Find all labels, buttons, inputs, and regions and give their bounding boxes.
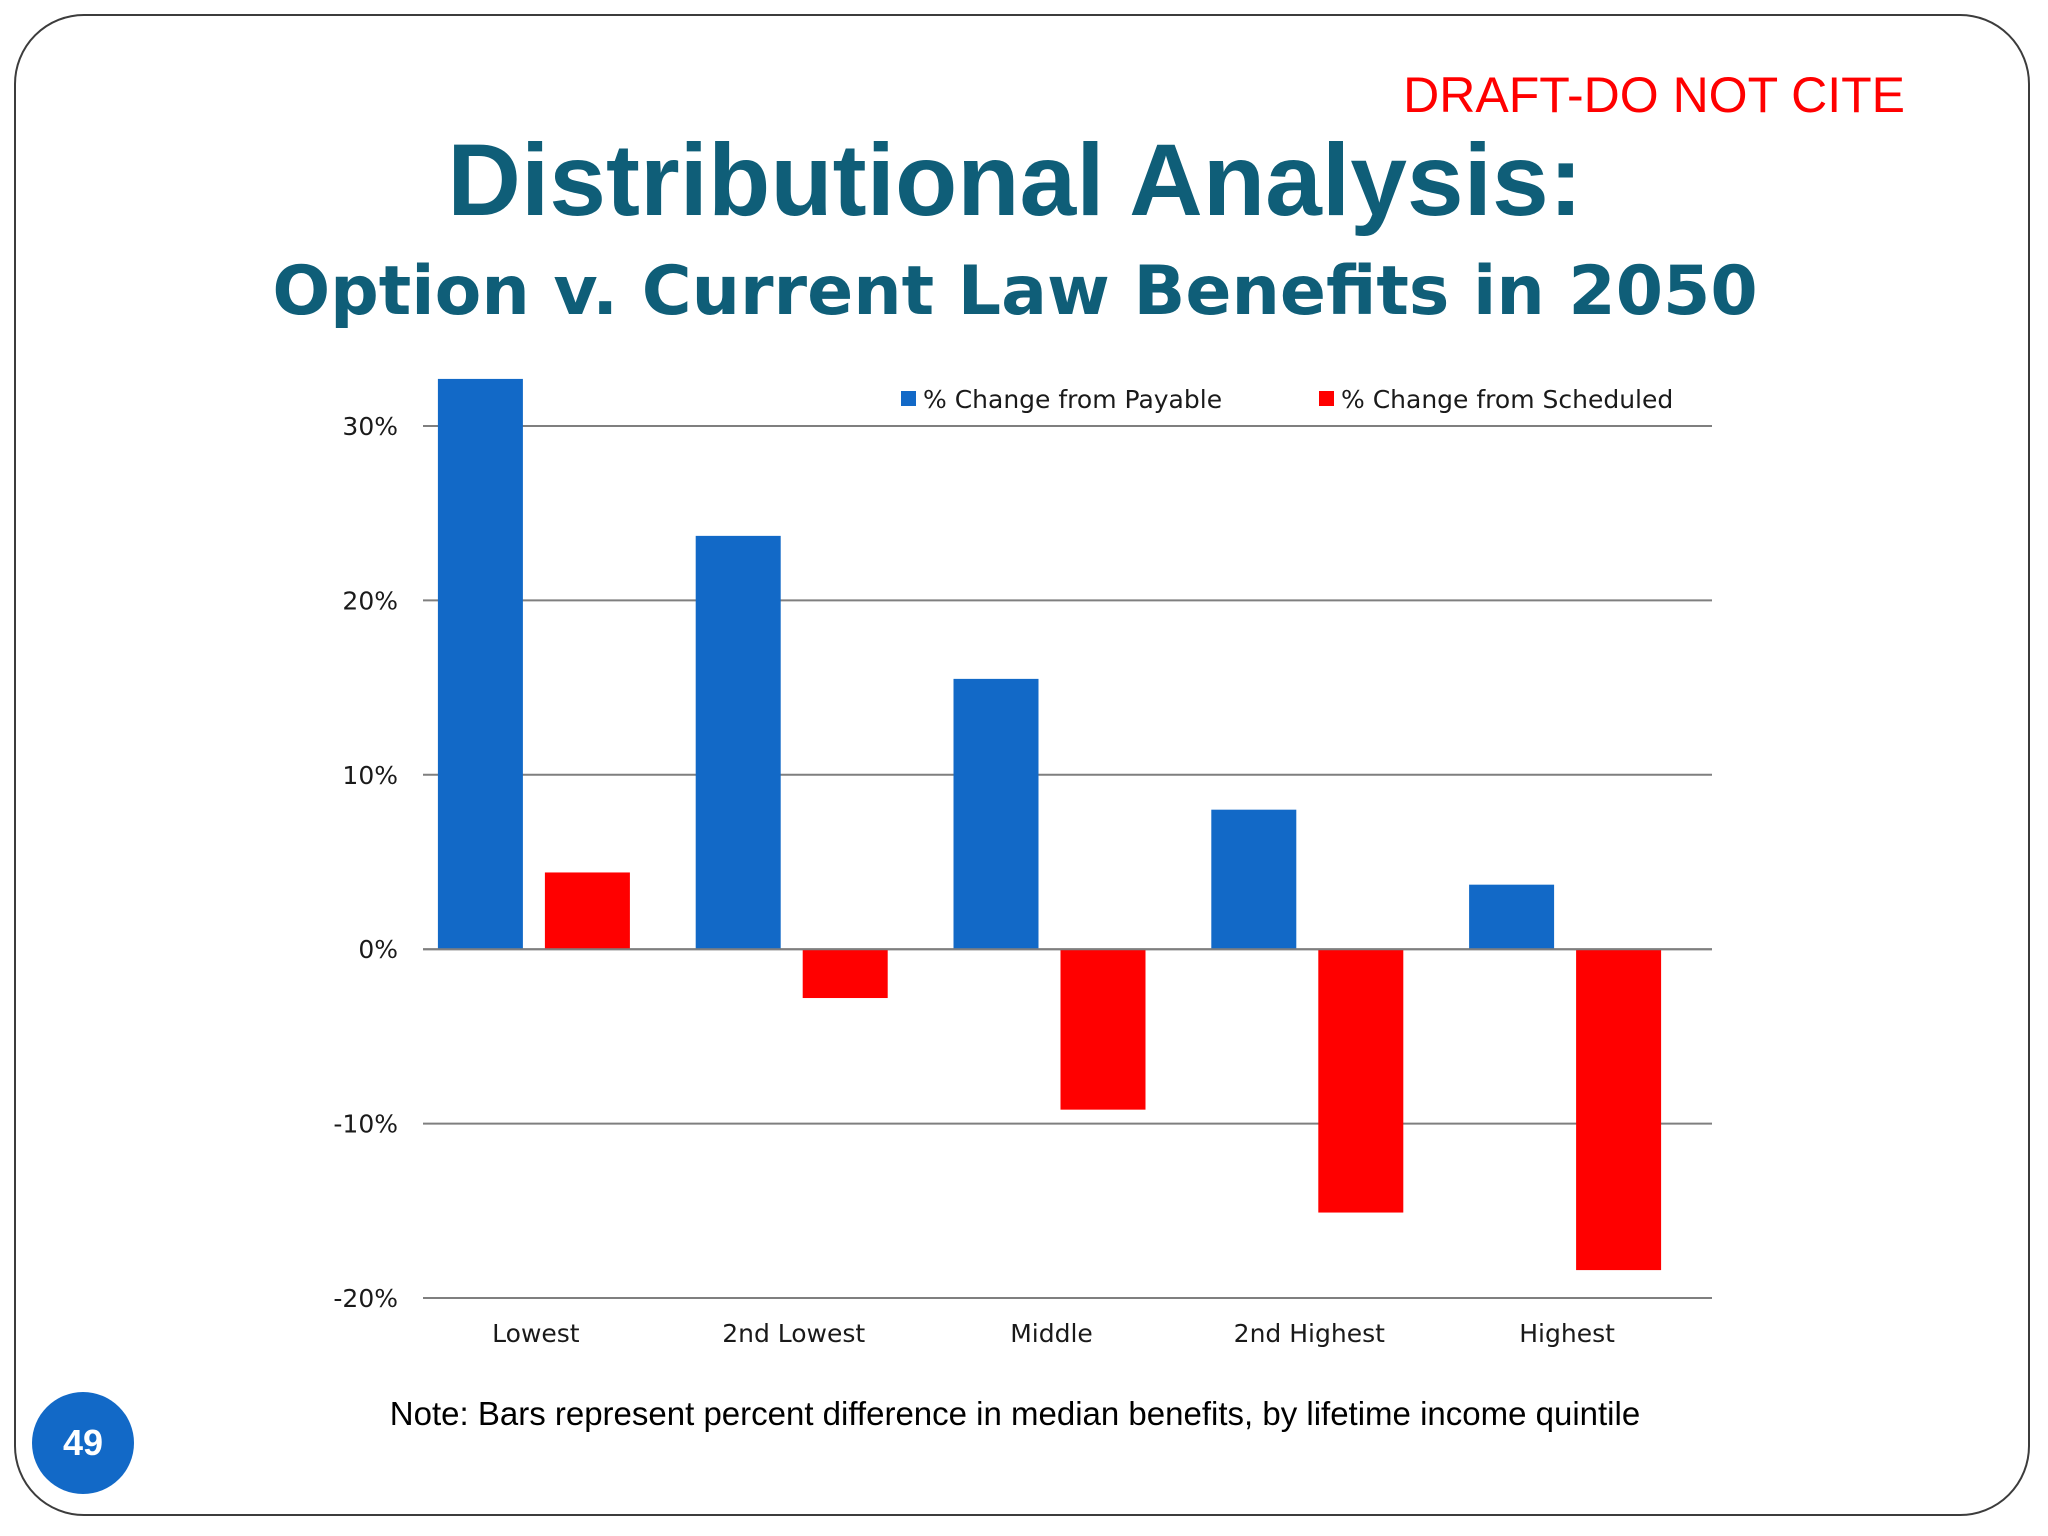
x-tick-label: Middle (1010, 1319, 1093, 1348)
bar-scheduled (802, 949, 888, 999)
bar-payable (953, 678, 1039, 950)
legend-label: % Change from Scheduled (1341, 385, 1673, 414)
y-tick-label: 20% (342, 586, 398, 615)
x-tick-label: 2nd Highest (1234, 1319, 1385, 1348)
bar-scheduled (1060, 949, 1146, 1110)
page-number-badge: 49 (32, 1392, 134, 1494)
draft-label: DRAFT-DO NOT CITE (1403, 67, 1905, 123)
y-tick-label: 30% (342, 412, 398, 441)
slide-title: Distributional Analysis: (447, 123, 1583, 237)
bar-chart: 30% 20% 10% 0% -10% -20% Lowest 2nd Lowest Middl… (333, 378, 1712, 1348)
bar-scheduled (1576, 949, 1662, 1271)
legend-swatch (901, 391, 916, 406)
bar-payable (695, 535, 781, 950)
bar-scheduled (1318, 949, 1404, 1213)
y-tick-label: 0% (358, 935, 398, 964)
bar-payable (1211, 809, 1297, 950)
bar-scheduled (544, 872, 630, 950)
y-tick-label: -20% (333, 1284, 398, 1313)
y-tick-label: -10% (333, 1110, 398, 1139)
x-tick-label: Highest (1519, 1319, 1615, 1348)
x-tick-label: 2nd Lowest (722, 1319, 865, 1348)
y-tick-label: 10% (342, 761, 398, 790)
x-tick-label: Lowest (492, 1319, 580, 1348)
bar-payable (1469, 884, 1555, 950)
slide-subtitle: Option v. Current Law Benefits in 2050 (272, 252, 1758, 331)
bar-payable (437, 378, 523, 950)
chart-note: Note: Bars represent percent difference … (389, 1395, 1641, 1432)
legend-swatch (1319, 391, 1334, 406)
legend-label: % Change from Payable (923, 385, 1222, 414)
